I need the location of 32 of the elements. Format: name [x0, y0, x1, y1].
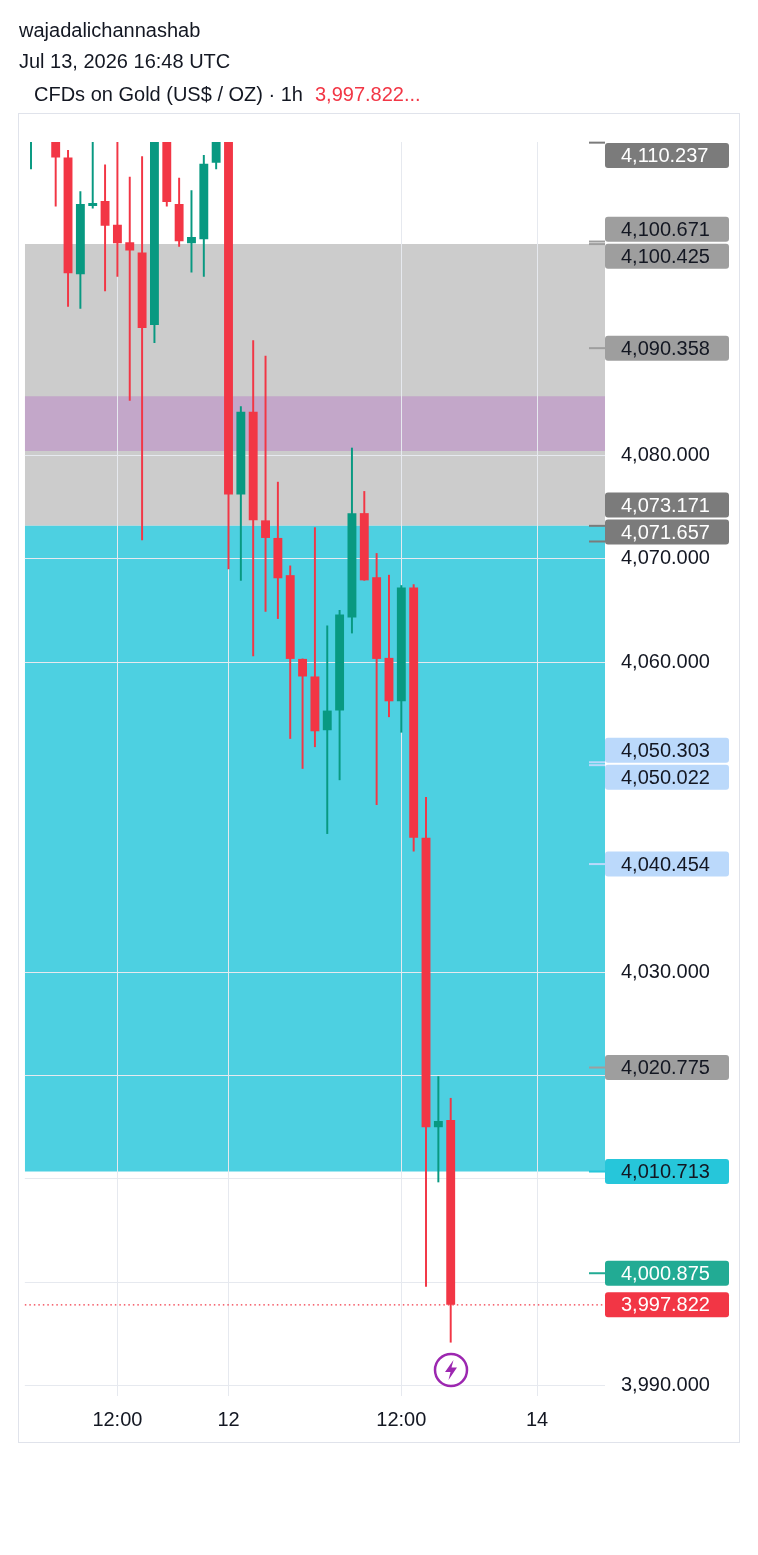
ref-line-label: 4,090.358	[621, 336, 710, 359]
x-tick-label: 12:00	[92, 1407, 143, 1430]
y-tick-label: 3,990.000	[621, 1373, 710, 1396]
ref-line-label: 4,050.303	[621, 738, 710, 761]
candlestick	[433, 1076, 443, 1183]
x-tick-label: 12	[217, 1407, 240, 1430]
chart-title: CFDs on Gold (US$ / OZ) · 1h	[34, 83, 303, 105]
candlestick	[125, 176, 135, 401]
ref-line-label: 4,071.657	[621, 520, 710, 543]
ref-line-label: 4,100.671	[621, 217, 710, 240]
ref-line-label: 4,040.454	[621, 852, 710, 875]
ref-line-label: 4,010.713	[621, 1160, 710, 1183]
ref-line-label: 4,050.022	[621, 765, 710, 788]
candlestick	[261, 355, 270, 612]
x-tick-label: 14	[525, 1407, 549, 1430]
candlestick	[187, 190, 196, 273]
text: wajadalichannashab	[19, 18, 202, 43]
chart-subtitle: 3,997.822...	[314, 83, 421, 105]
ref-line-label: 4,100.425	[621, 244, 710, 267]
x-tick-label: 12:00	[376, 1407, 427, 1430]
candlestick	[322, 625, 332, 834]
ref-line-label: 4,073.171	[621, 493, 710, 516]
ref-line-label: 4,110.237	[621, 144, 709, 167]
text: Jul 13, 2026 16:48 UTC	[19, 49, 231, 74]
ref-line-label: 3,997.822	[621, 1293, 710, 1316]
ref-line-label: 4,020.775	[621, 1056, 710, 1079]
candlestick	[88, 142, 98, 209]
y-tick-label: 4,070.000	[621, 546, 710, 569]
ref-line-label: 4,000.875	[621, 1261, 710, 1284]
y-tick-label: 4,030.000	[621, 959, 710, 982]
y-tick-label: 4,080.000	[621, 442, 710, 465]
y-tick-label: 4,060.000	[621, 649, 710, 672]
